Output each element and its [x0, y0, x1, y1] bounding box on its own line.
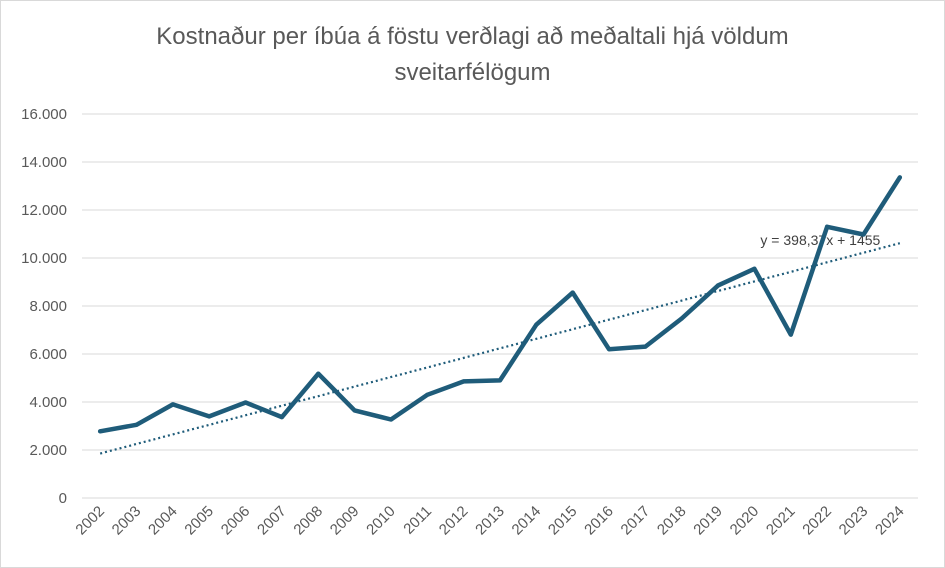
x-tick-label: 2019 — [690, 503, 726, 539]
x-tick-label: 2003 — [109, 503, 145, 539]
x-tick-label: 2002 — [72, 503, 108, 539]
data-point — [243, 400, 248, 405]
x-tick-label: 2012 — [436, 503, 472, 539]
trendline — [99, 242, 901, 455]
x-tick-label: 2007 — [254, 503, 290, 539]
x-tick-label: 2015 — [545, 503, 581, 539]
y-tick-label: 16.000 — [21, 106, 67, 123]
data-point — [607, 347, 612, 352]
data-point — [388, 417, 393, 422]
chart-title-line-1: Kostnaður per íbúa á föstu verðlagi að m… — [156, 23, 789, 50]
data-point — [425, 392, 430, 397]
data-point — [352, 408, 357, 413]
chart-title-line-2: sveitarfélögum — [394, 59, 551, 86]
data-point — [134, 422, 139, 427]
series-group — [97, 175, 903, 434]
x-axis-tick-labels: 2002 2003 2004 2005 2006 2007 2008 2009 2010 2011… — [72, 503, 907, 539]
data-point — [570, 290, 575, 295]
x-tick-label: 2011 — [400, 503, 435, 538]
x-tick-label: 2016 — [581, 503, 617, 539]
x-tick-label: 2006 — [218, 503, 254, 539]
data-point — [170, 402, 175, 407]
data-point — [316, 371, 321, 376]
y-tick-label: 8.000 — [29, 298, 67, 315]
x-tick-label: 2022 — [799, 503, 835, 539]
y-tick-label: 6.000 — [29, 346, 67, 363]
x-tick-label: 2020 — [727, 503, 763, 539]
data-point — [897, 175, 902, 180]
y-tick-label: 14.000 — [21, 154, 67, 171]
x-tick-label: 2023 — [836, 503, 872, 539]
y-tick-label: 2.000 — [29, 442, 67, 459]
data-point — [752, 266, 757, 271]
x-tick-label: 2024 — [872, 503, 908, 539]
x-tick-label: 2018 — [654, 503, 690, 539]
x-tick-label: 2014 — [509, 503, 545, 539]
data-point — [279, 415, 284, 420]
y-tick-label: 12.000 — [21, 202, 67, 219]
data-point — [679, 316, 684, 321]
x-tick-label: 2008 — [290, 503, 326, 539]
data-point — [861, 232, 866, 237]
gridlines — [82, 113, 918, 499]
data-point — [825, 224, 830, 229]
data-point — [207, 414, 212, 419]
x-tick-label: 2017 — [618, 503, 654, 539]
y-tick-label: 0 — [59, 490, 67, 507]
series-line-0 — [97, 175, 903, 434]
data-point — [461, 379, 466, 384]
data-point — [716, 283, 721, 288]
x-tick-label: 2010 — [363, 503, 399, 539]
trendline-group: y = 398,37x + 1455 — [99, 232, 901, 455]
data-point — [534, 322, 539, 327]
data-point — [643, 344, 648, 349]
y-axis-tick-labels: 0 2.000 4.000 6.000 8.000 10.000 12.000 14.000 1… — [21, 106, 67, 507]
x-tick-label: 2021 — [763, 503, 799, 539]
data-point — [98, 429, 103, 434]
y-tick-label: 10.000 — [21, 250, 67, 267]
y-tick-label: 4.000 — [29, 394, 67, 411]
data-point — [498, 378, 502, 383]
x-tick-label: 2004 — [145, 503, 181, 539]
x-tick-label: 2005 — [181, 503, 217, 539]
data-point — [788, 332, 793, 337]
x-tick-label: 2009 — [327, 503, 363, 539]
x-tick-label: 2013 — [472, 503, 508, 539]
